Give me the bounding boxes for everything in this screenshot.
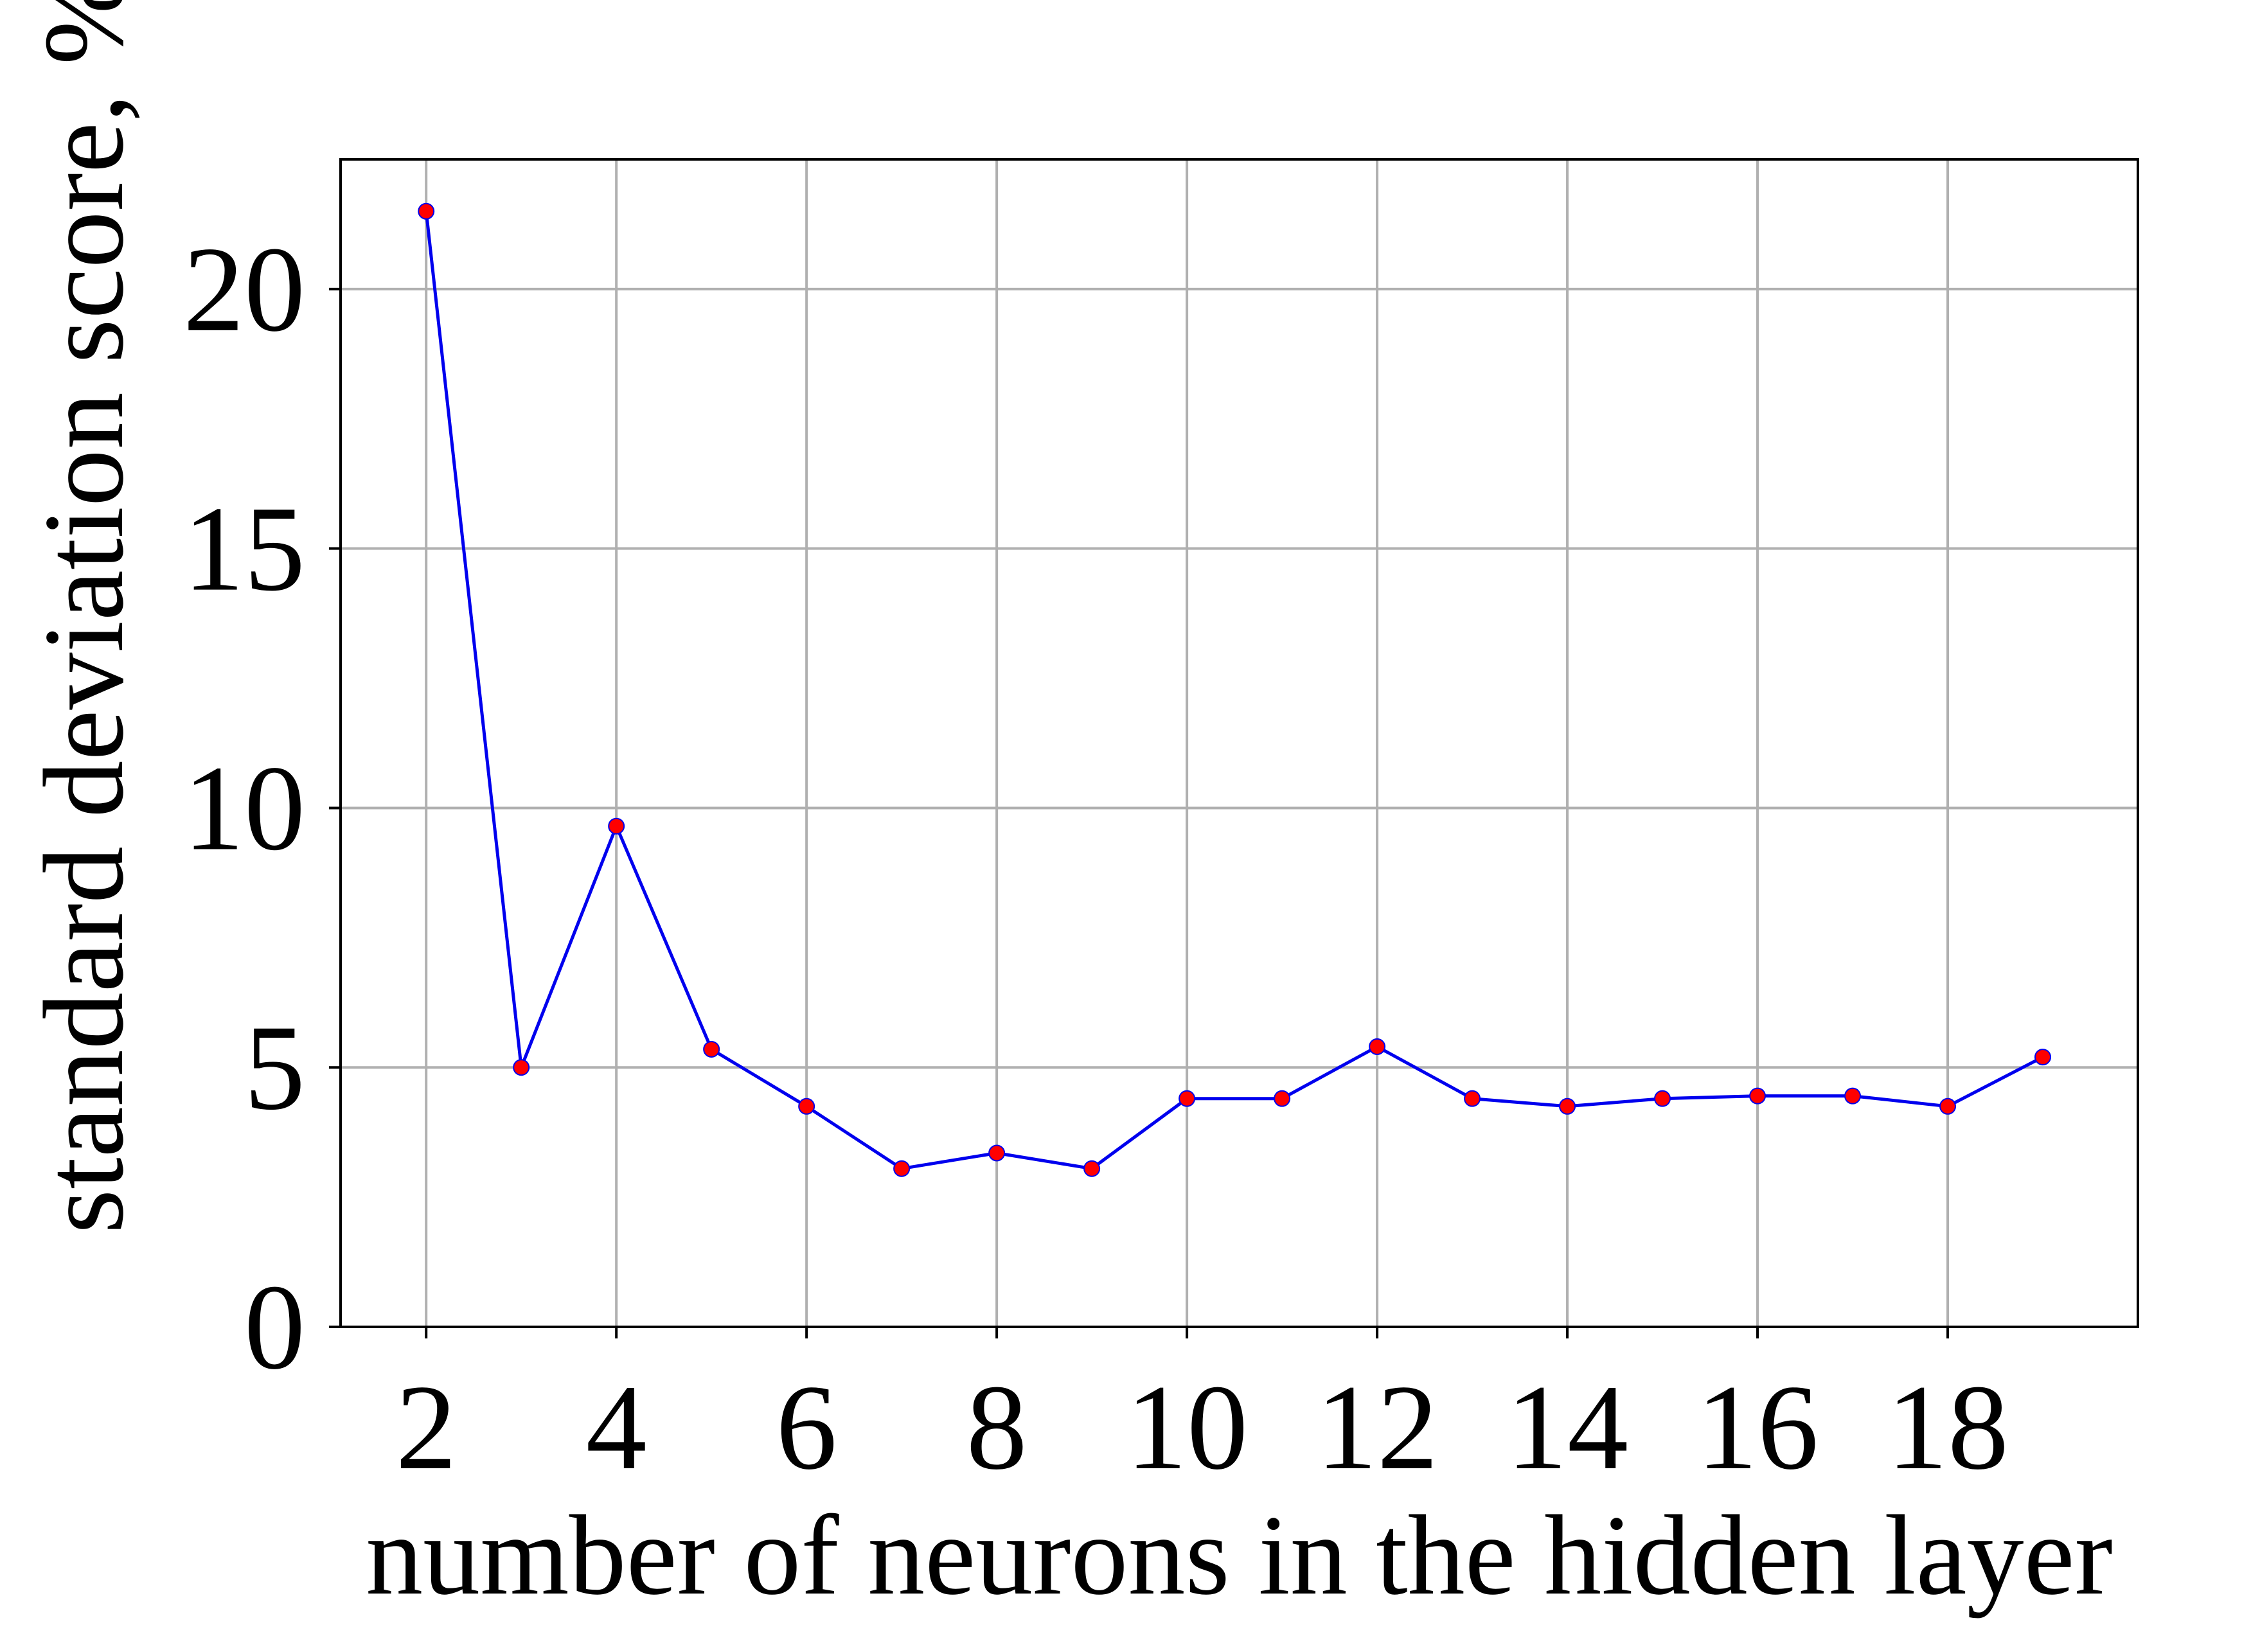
x-tick-label: 10 — [1126, 1360, 1248, 1495]
y-tick-label: 15 — [183, 482, 305, 617]
data-point — [608, 817, 625, 835]
y-tick-label: 5 — [244, 1000, 305, 1135]
data-point — [1654, 1090, 1671, 1107]
data-point — [798, 1097, 815, 1115]
data-point — [513, 1059, 530, 1076]
data-point — [1274, 1090, 1291, 1107]
plot-frame — [339, 158, 2139, 1328]
y-axis-label: standard deviation score, % — [20, 0, 147, 1234]
data-point — [1844, 1087, 1862, 1105]
x-tick-label: 6 — [776, 1360, 837, 1495]
data-point — [418, 202, 435, 220]
x-tick-label: 18 — [1887, 1360, 2009, 1495]
data-point — [1939, 1097, 1957, 1115]
x-tick-label: 16 — [1696, 1360, 1819, 1495]
x-tick-label: 12 — [1316, 1360, 1438, 1495]
x-tick-label: 4 — [586, 1360, 647, 1495]
data-point — [1749, 1087, 1766, 1105]
axis-ticks: 2 4 6 8 10 12 14 16 18 0 5 10 15 20 — [183, 222, 2009, 1495]
data-point — [1464, 1090, 1481, 1107]
y-tick-label: 0 — [244, 1260, 305, 1395]
y-tick-label: 20 — [183, 222, 305, 357]
x-tick-label: 8 — [966, 1360, 1028, 1495]
data-point — [1559, 1097, 1576, 1115]
data-point — [1369, 1038, 1386, 1055]
x-tick-label: 2 — [396, 1360, 457, 1495]
data-point — [703, 1040, 720, 1058]
x-tick-label: 14 — [1506, 1360, 1628, 1495]
data-point — [2034, 1049, 2052, 1066]
y-tick-label: 10 — [183, 741, 305, 876]
data-point — [988, 1144, 1006, 1162]
x-axis-label: number of neurons in the hidden layer — [366, 1491, 2113, 1619]
data-point — [1179, 1090, 1196, 1107]
data-series — [418, 202, 2052, 1177]
data-point — [1083, 1160, 1101, 1177]
data-point — [893, 1160, 911, 1177]
series-line — [424, 211, 2044, 1171]
